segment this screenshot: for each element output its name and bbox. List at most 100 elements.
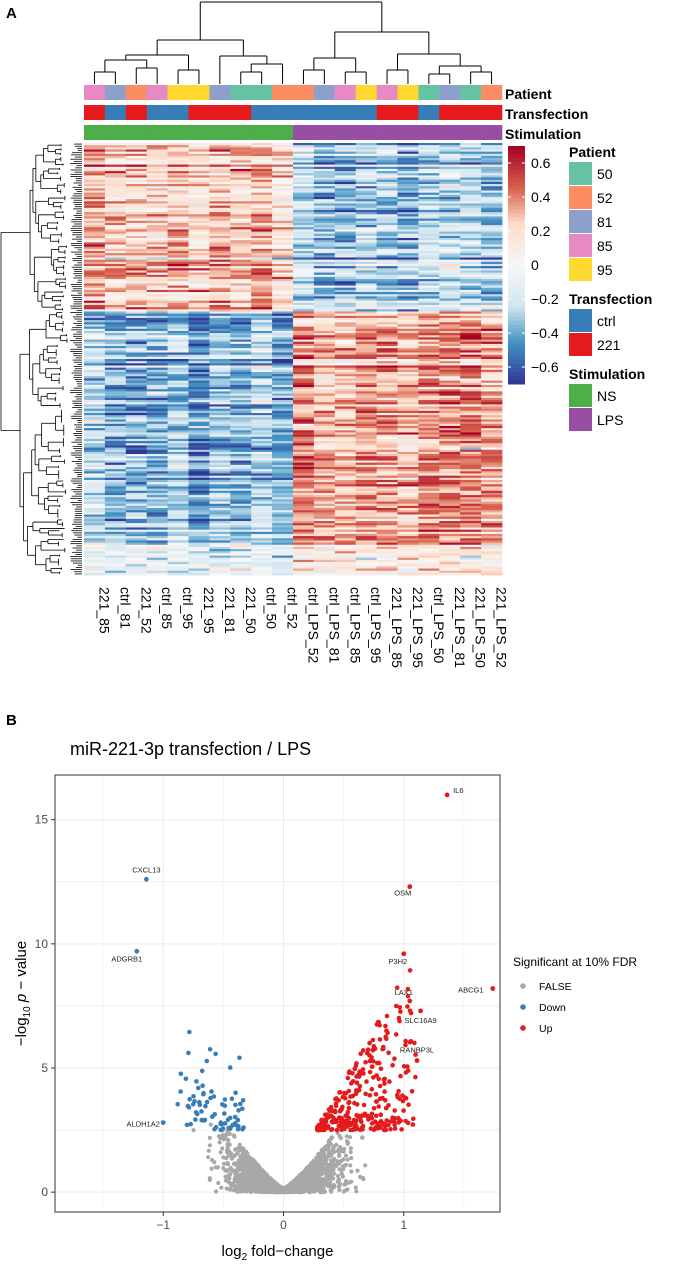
heatmap-cell [418,255,440,258]
annotation-cell [397,105,419,120]
heatmap-cell [146,505,168,509]
heatmap-cell [418,162,440,165]
heatmap-cell [376,199,398,202]
heatmap-cell [481,255,503,258]
heatmap-cell [460,222,482,226]
heatmap-cell [334,266,357,269]
heatmap-cell [209,283,231,286]
heatmap-cell [230,162,252,165]
heatmap-cell [313,467,336,470]
heatmap-cell [167,292,189,295]
heatmap-cell [460,341,482,345]
heatmap-cell [125,462,148,466]
heatmap-cell [230,436,252,440]
heatmap-cell [84,246,106,250]
heatmap-cell [125,432,148,435]
heatmap-cell [313,428,336,431]
heatmap-cell [355,441,377,444]
heatmap-cell [460,242,482,245]
heatmap-cell [84,495,106,498]
heatmap-cell [313,220,336,224]
heatmap-cell [272,283,294,286]
heatmap-cell [481,413,503,416]
heatmap-cell [84,253,106,256]
heatmap-cell [334,475,357,479]
heatmap-cell [251,261,273,265]
heatmap-cell [439,512,461,515]
heatmap-cell [397,406,419,410]
heatmap-cell [272,173,294,176]
heatmap-cell [313,410,336,414]
heatmap-cell [334,447,357,451]
heatmap-cell [397,553,419,556]
heatmap-cell [251,326,273,330]
heatmap-cell [293,274,315,278]
heatmap-cell [355,143,377,146]
heatmap-cell [460,209,482,213]
heatmap-cell [167,570,189,574]
heatmap-cell [272,356,294,360]
heatmap-cell [251,143,273,146]
heatmap-cell [251,199,273,202]
heatmap-cell [230,263,252,267]
heatmap-cell [167,469,189,472]
heatmap-cell [334,235,357,239]
heatmap-cell [418,270,440,273]
heatmap-cell [251,257,273,261]
heatmap-cell [460,374,482,377]
heatmap-cell [397,343,419,347]
heatmap-cell [167,536,189,539]
heatmap-cell [125,315,148,319]
heatmap-cell [334,283,357,286]
heatmap-cell [334,464,357,468]
heatmap-cell [84,225,106,228]
heatmap-cell [439,374,461,377]
heatmap-cell [439,333,461,336]
heatmap-cell [481,307,503,310]
heatmap-cell [188,194,210,198]
heatmap-cell [355,527,377,531]
heatmap-cell [125,434,148,438]
heatmap-cell [293,540,315,543]
heatmap-cell [397,464,419,468]
heatmap-cell [355,376,377,379]
heatmap-cell [313,527,336,531]
heatmap-cell [146,423,168,427]
heatmap-cell [167,317,189,321]
heatmap-cell [167,376,189,379]
color-scale-step [508,146,525,151]
heatmap-cell [146,479,168,483]
heatmap-cell [334,449,357,453]
heatmap-cell [481,540,503,543]
heatmap-cell [439,499,461,502]
heatmap-cell [272,255,294,258]
color-scale-label: 0.6 [531,155,551,171]
heatmap-cell [293,147,315,150]
heatmap-cell [167,430,189,433]
heatmap-cell [293,415,315,418]
heatmap-cell [146,168,168,172]
heatmap-cell [481,149,503,153]
heatmap-cell [209,145,231,148]
heatmap-cell [251,505,273,509]
heatmap-cell [313,300,336,304]
heatmap-cell [334,164,357,168]
heatmap-cell [460,346,482,349]
heatmap-cell [439,335,461,338]
heatmap-cell [251,559,273,563]
heatmap-cell [272,300,294,304]
heatmap-cell [104,350,127,353]
heatmap-cell [84,255,106,258]
heatmap-cell [230,171,252,174]
heatmap-cell [272,168,294,172]
heatmap-cell [355,214,377,217]
heatmap-cell [209,328,231,332]
heatmap-cell [125,425,148,429]
heatmap-cell [272,313,294,317]
heatmap-cell [125,510,148,513]
heatmap-cell [293,322,315,325]
heatmap-cell [293,376,315,379]
heatmap-cell [167,190,189,194]
heatmap-cell [460,410,482,414]
heatmap-cell [167,382,189,386]
